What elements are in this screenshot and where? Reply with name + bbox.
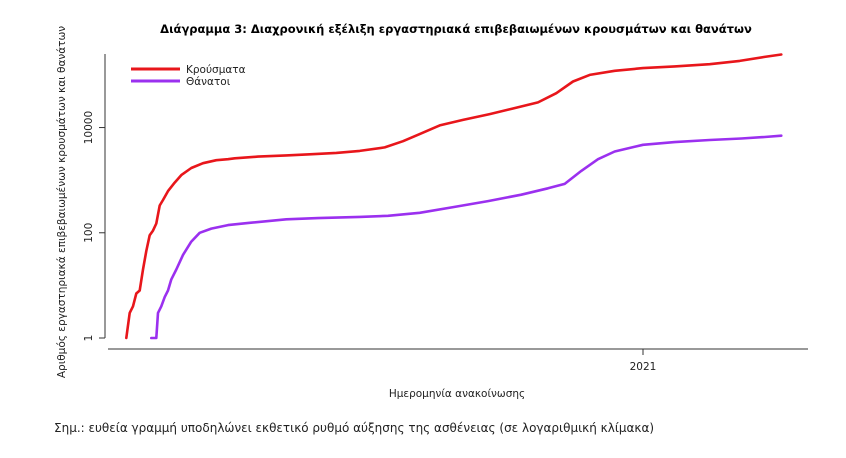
series-lines (125, 53, 783, 340)
footnote: Σημ.: ευθεία γραμμή υποδηλώνει εκθετικό … (54, 421, 655, 435)
series-line-deaths (150, 134, 783, 340)
x-axis-ticks: 2021 (630, 349, 657, 373)
y-tick-label: 10000 (83, 111, 95, 144)
chart-title: Διάγραμμα 3: Διαχρονική εξέλιξη εργαστηρ… (160, 22, 752, 36)
y-tick-label: 100 (83, 223, 95, 243)
legend: Κρούσματα Θάνατοι (131, 64, 246, 88)
legend-label-deaths: Θάνατοι (186, 76, 231, 88)
legend-label-cases: Κρούσματα (186, 64, 246, 76)
series-line-cases (125, 53, 783, 340)
x-axis-label: Ημερομηνία ανακοίνωσης (389, 388, 525, 400)
y-tick-label: 1 (83, 335, 95, 342)
y-axis-ticks: 1 100 10000 (83, 111, 105, 341)
y-axis-label: Αριθμός εργαστηριακά επιβεβαιωμένων κρου… (56, 26, 68, 378)
x-tick-label: 2021 (630, 361, 657, 373)
